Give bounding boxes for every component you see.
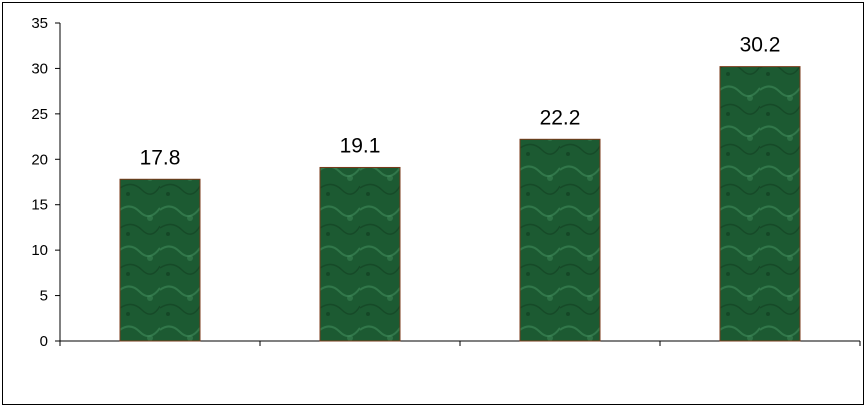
y-tick-label: 10 xyxy=(31,242,48,259)
y-tick-label: 0 xyxy=(40,333,48,350)
bar xyxy=(519,138,601,342)
y-tick-label: 15 xyxy=(31,197,48,214)
bar xyxy=(119,178,201,342)
bar xyxy=(319,166,401,342)
bar-value-label: 19.1 xyxy=(340,134,381,157)
bar-value-label: 22.2 xyxy=(540,106,581,129)
y-tick-label: 20 xyxy=(31,151,48,168)
data-labels: 17.8 19.1 22.2 30.2 xyxy=(140,34,781,170)
y-tick-label: 30 xyxy=(31,60,48,77)
y-tick-label: 35 xyxy=(31,15,48,32)
y-axis: 0 5 10 15 20 25 30 35 xyxy=(31,15,61,350)
bar-value-label: 30.2 xyxy=(740,34,781,57)
bar xyxy=(719,66,801,342)
bar-value-label: 17.8 xyxy=(140,146,181,169)
y-tick-label: 25 xyxy=(31,106,48,123)
bars xyxy=(119,66,801,342)
x-axis xyxy=(59,340,861,346)
y-tick-label: 5 xyxy=(40,288,48,305)
